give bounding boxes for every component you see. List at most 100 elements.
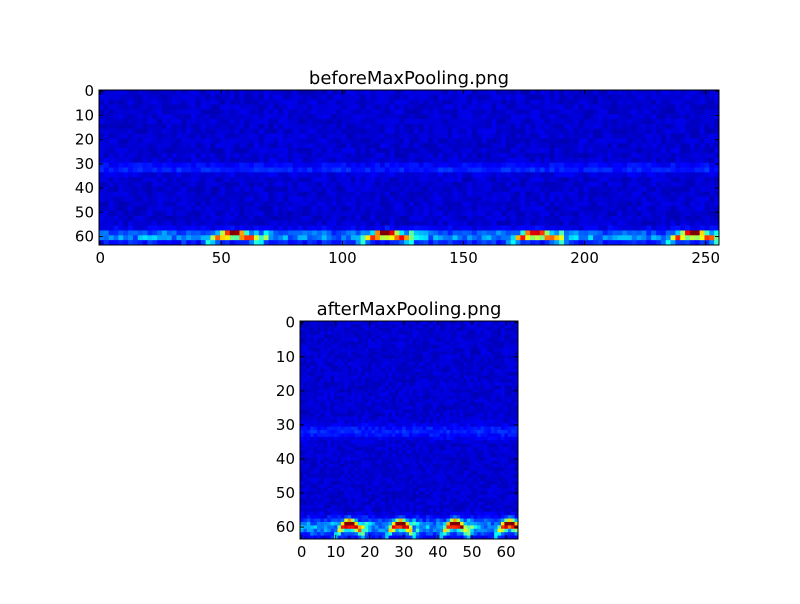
heatmap-cell [128,153,133,158]
heatmap-cell [671,221,676,226]
heatmap-cell [460,358,464,362]
heatmap-cell [177,211,182,216]
heatmap-cell [332,168,337,173]
heatmap-cell [695,197,700,202]
heatmap-cell [443,341,447,345]
heatmap-cell [356,206,361,211]
heatmap-cell [632,172,637,177]
heatmap-cell [249,143,254,148]
heatmap-cell [612,153,617,158]
heatmap-cell [293,105,298,110]
heatmap-cell [380,105,385,110]
heatmap-cell [504,328,508,332]
heatmap-cell [506,182,511,187]
heatmap-cell [273,114,278,119]
heatmap-cell [283,124,288,129]
heatmap-cell [278,168,283,173]
heatmap-cell [288,153,293,158]
heatmap-cell [535,148,540,153]
heatmap-cell [351,182,356,187]
heatmap-cell [608,182,613,187]
heatmap-cell [457,338,461,342]
heatmap-cell [690,197,695,202]
heatmap-cell [259,100,264,105]
heatmap-cell [511,177,516,182]
heatmap-cell [443,230,448,235]
heatmap-cell [298,168,303,173]
heatmap-cell [322,177,327,182]
heatmap-cell [593,187,598,192]
heatmap-cell [356,138,361,143]
heatmap-cell [128,90,133,95]
heatmap-cell [215,105,220,110]
heatmap-cell [574,211,579,216]
heatmap-cell [409,206,414,211]
heatmap-cell [307,221,312,226]
heatmap-cell [569,105,574,110]
heatmap-cell [482,187,487,192]
heatmap-cell [709,114,714,119]
heatmap-cell [372,352,376,356]
heatmap-cell [114,114,119,119]
heatmap-cell [201,197,206,202]
heatmap-cell [501,324,505,328]
heatmap-cell [642,235,647,240]
heatmap-cell [593,163,598,168]
heatmap-cell [496,192,501,197]
heatmap-cell [569,95,574,100]
heatmap-cell [453,331,457,335]
heatmap-cell [511,358,515,362]
heatmap-cell [680,206,685,211]
heatmap-cell [249,158,254,163]
heatmap-cell [298,90,303,95]
heatmap-cell [147,172,152,177]
heatmap-cell [472,138,477,143]
heatmap-cell [114,235,119,240]
heatmap-cell [525,100,530,105]
heatmap-cell [370,129,375,134]
heatmap-cell [426,352,430,356]
heatmap-cell [520,177,525,182]
heatmap-cell [433,172,438,177]
heatmap-cell [317,197,322,202]
heatmap-cell [477,168,482,173]
heatmap-cell [341,358,345,362]
heatmap-cell [220,163,225,168]
heatmap-cell [545,201,550,206]
heatmap-cell [114,95,119,100]
heatmap-cell [419,138,424,143]
heatmap-cell [186,114,191,119]
heatmap-cell [496,216,501,221]
heatmap-cell [593,129,598,134]
heatmap-cell [440,341,444,345]
heatmap-cell [181,226,186,231]
heatmap-cell [334,348,338,352]
heatmap-cell [564,153,569,158]
heatmap-cell [346,197,351,202]
heatmap-cell [390,109,395,114]
heatmap-cell [322,114,327,119]
heatmap-cell [273,230,278,235]
heatmap-cell [312,124,317,129]
heatmap-cell [341,124,346,129]
heatmap-cell [346,177,351,182]
heatmap-cell [118,124,123,129]
heatmap-cell [368,355,372,359]
heatmap-cell [622,192,627,197]
heatmap-cell [181,119,186,124]
heatmap-cell [375,338,379,342]
heatmap-cell [433,321,437,325]
heatmap-cell [525,206,530,211]
heatmap-cell [511,345,515,349]
heatmap-cell [249,230,254,235]
heatmap-cell [482,153,487,158]
heatmap-cell [392,341,396,345]
heatmap-cell [481,338,485,342]
heatmap-cell [230,158,235,163]
heatmap-cell [337,345,341,349]
heatmap-cell [545,114,550,119]
heatmap-cell [406,328,410,332]
heatmap-cell [642,158,647,163]
heatmap-cell [574,124,579,129]
heatmap-cell [583,109,588,114]
